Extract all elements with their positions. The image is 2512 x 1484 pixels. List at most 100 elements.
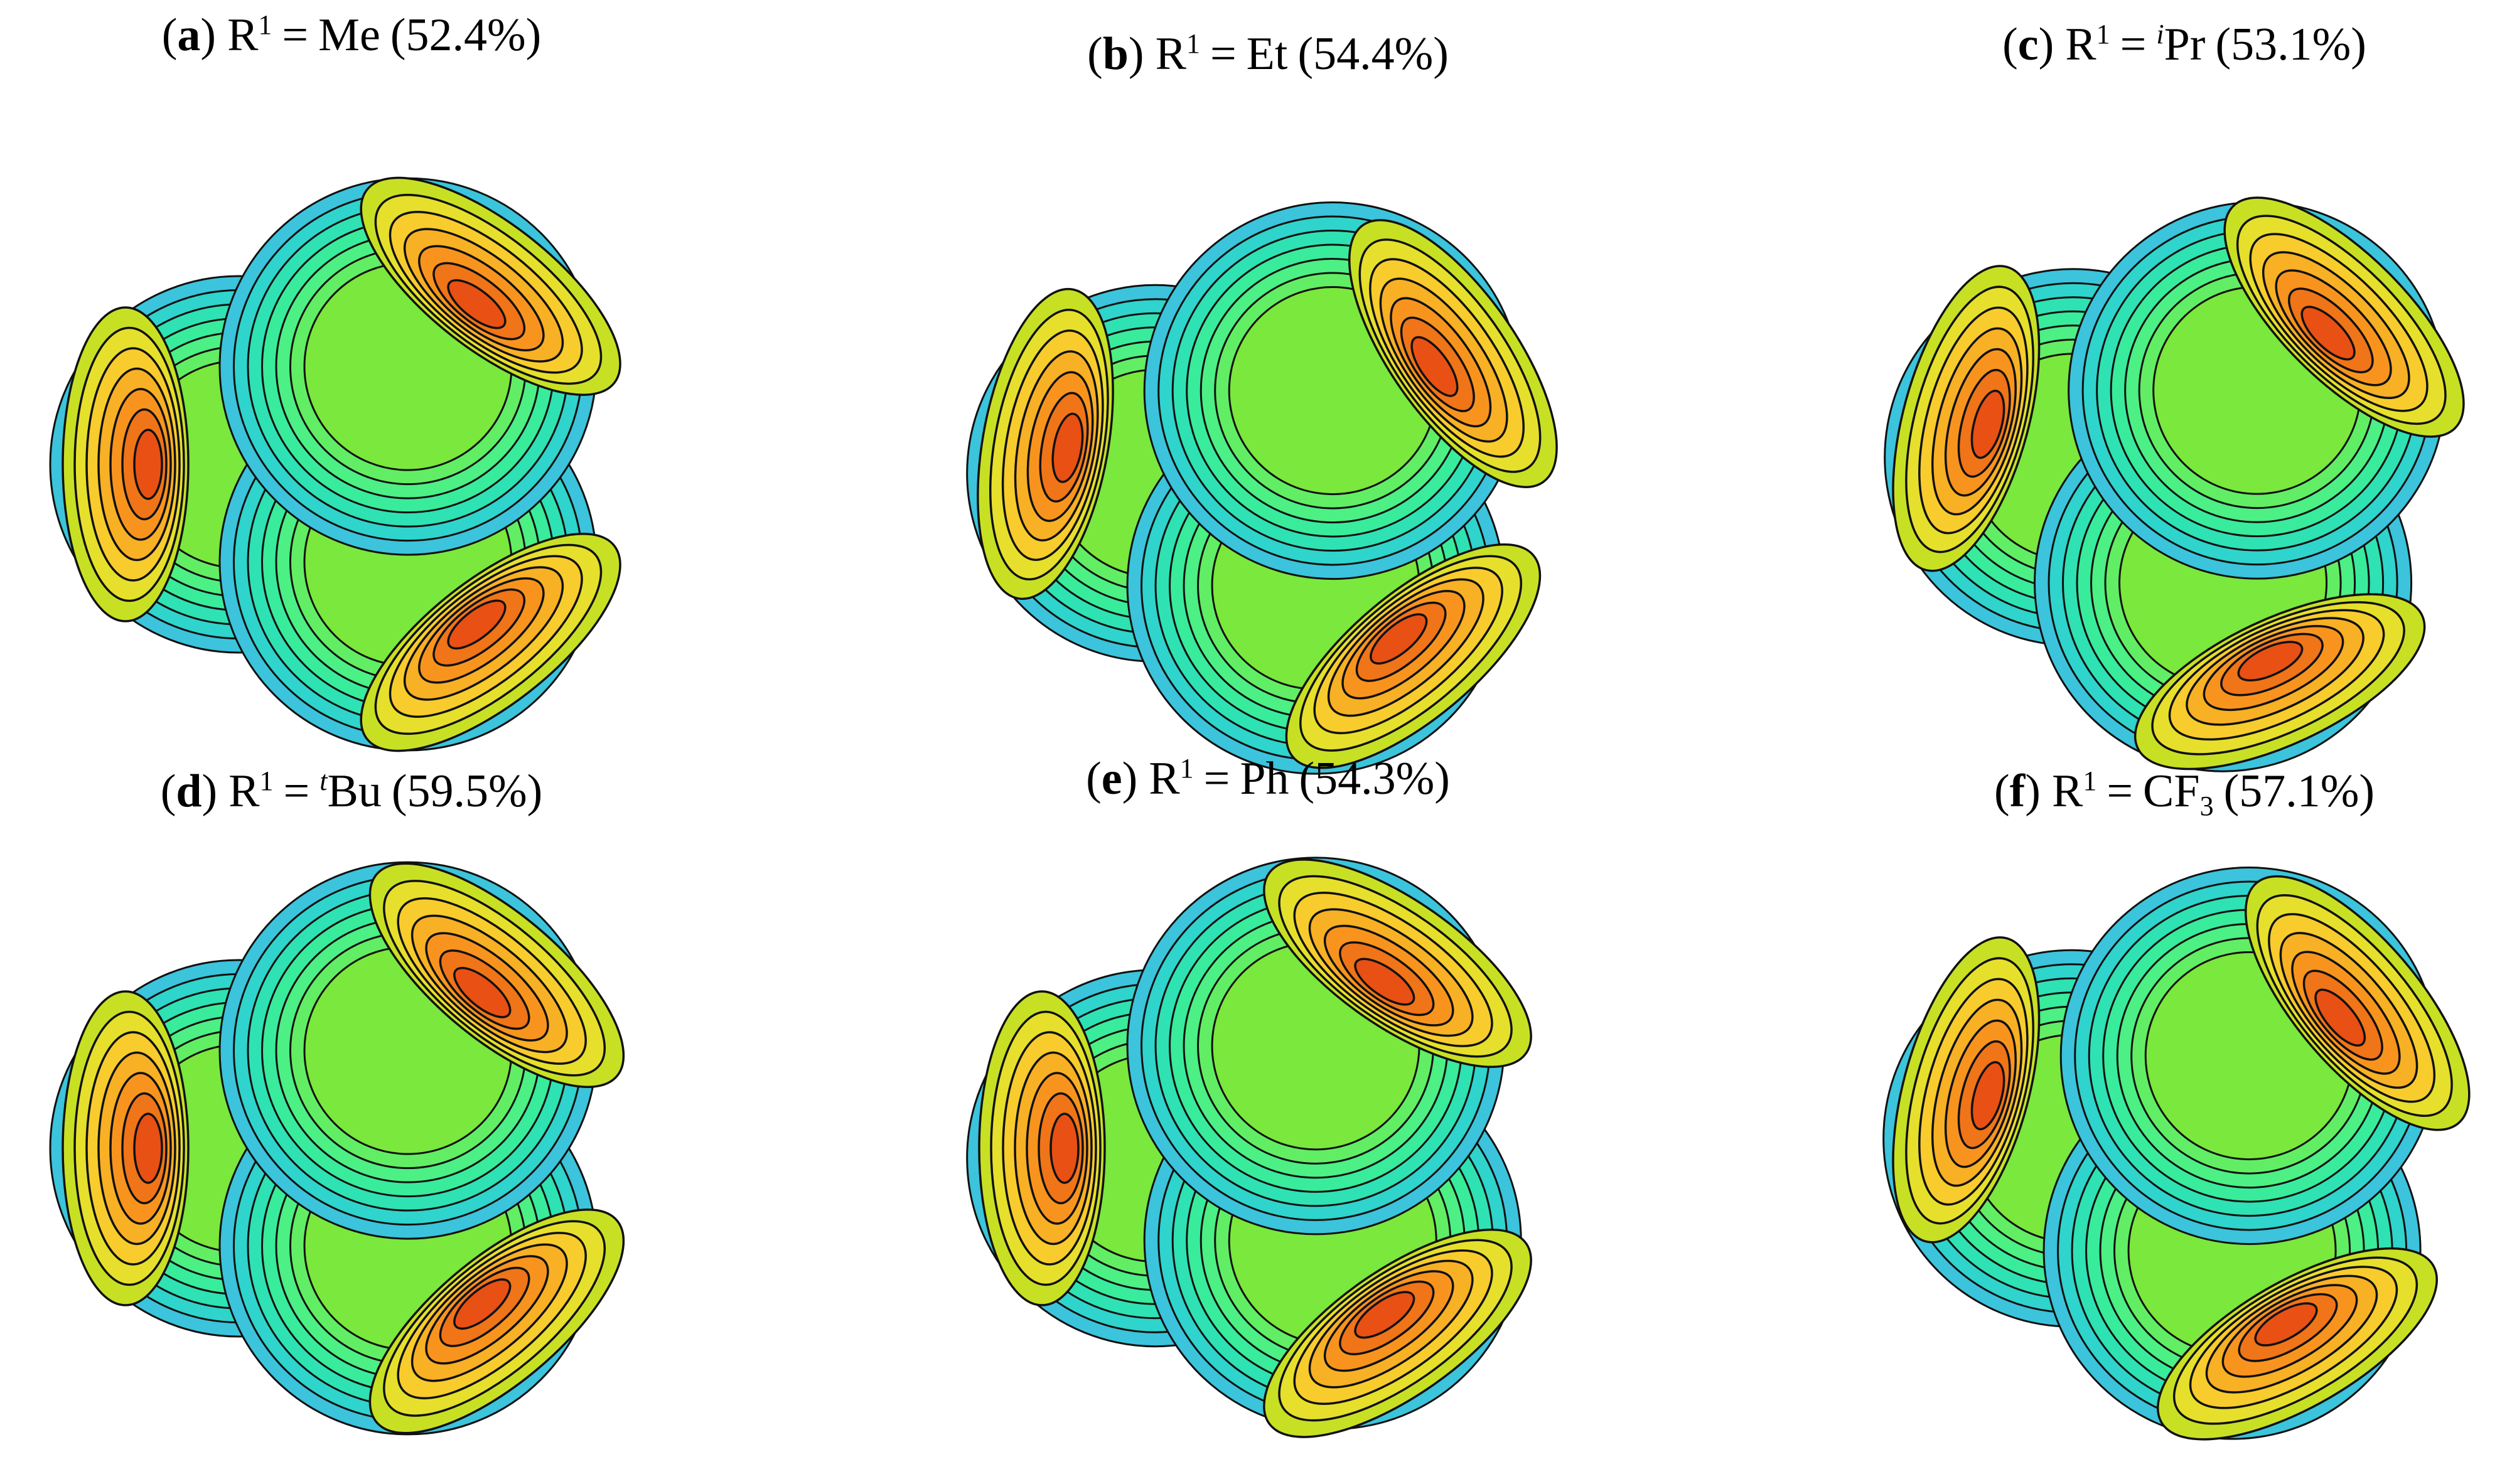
paren-open: (: [2002, 19, 2018, 70]
lobe-contour: [2237, 641, 2304, 682]
steric-lobe: [978, 990, 1106, 1306]
panel-title: (a) R1 = Me (52.4%): [162, 9, 542, 61]
r-group: R: [2065, 19, 2096, 70]
percent: (57.1%): [2224, 766, 2375, 817]
equals-sign: =: [1204, 753, 1230, 804]
substituent: Bu: [328, 766, 382, 817]
lobe-contour: [1049, 1113, 1080, 1184]
steric-lobe: [1263, 858, 1532, 1068]
lobe-contour: [133, 429, 163, 500]
paren-open: (: [161, 766, 176, 817]
r-group: R: [1156, 28, 1187, 80]
superscript: 1: [1180, 753, 1194, 784]
lobe-contour: [2314, 988, 2366, 1047]
paren-open: (: [1994, 766, 2010, 817]
equals-sign: =: [2107, 766, 2133, 817]
lobe-contour: [447, 279, 507, 329]
lobe-contour: [1354, 958, 1415, 1006]
steric-lobe: [1263, 1229, 1532, 1438]
steric-lobe: [2223, 196, 2465, 438]
percent: (52.4%): [390, 9, 541, 61]
steric-lobe: [2157, 1247, 2438, 1441]
steric-lobe: [360, 176, 621, 396]
equals-sign: =: [2120, 19, 2147, 70]
equals-sign: =: [282, 9, 308, 61]
steric-map: [1882, 867, 2471, 1441]
lobe-contour: [1970, 389, 2005, 459]
steric-lobe: [2245, 875, 2471, 1131]
superscript: 1: [2083, 766, 2096, 796]
steric-lobe: [62, 306, 190, 622]
panel-title: (e) R1 = Ph (54.3%): [1086, 753, 1450, 804]
steric-lobe: [1348, 219, 1558, 488]
steric-lobe: [62, 990, 190, 1306]
superscript: 1: [2096, 19, 2110, 50]
panel-letter: e: [1102, 753, 1122, 804]
r-group: R: [227, 9, 259, 61]
r-group: R: [1149, 753, 1180, 804]
steric-map: [1884, 196, 2465, 772]
lobe-contour: [1354, 1291, 1415, 1339]
r-group: R: [2052, 766, 2083, 817]
steric-map: [966, 201, 1558, 775]
steric-map: [966, 857, 1532, 1438]
substituent: Pr: [2164, 19, 2206, 70]
steric-lobe: [977, 287, 1114, 601]
paren-close: ): [2025, 766, 2041, 817]
equals-sign: =: [1210, 28, 1237, 80]
superscript: 1: [1186, 28, 1200, 59]
percent: (53.1%): [2215, 19, 2366, 70]
panel-letter: c: [2018, 19, 2039, 70]
panel-letter: f: [2010, 766, 2026, 817]
lobe-contour: [453, 1278, 512, 1330]
lobe-contour: [1051, 412, 1084, 483]
lobe-contour: [2300, 306, 2356, 361]
lobe-contour: [453, 966, 512, 1018]
substituent: Et: [1247, 28, 1288, 80]
lobe-contour: [2254, 1302, 2318, 1347]
panel-title: (b) R1 = Et (54.4%): [1087, 28, 1449, 80]
subscript: 3: [2200, 791, 2214, 821]
steric-lobe: [368, 1209, 625, 1434]
percent: (54.3%): [1299, 753, 1449, 804]
steric-map: [49, 176, 621, 752]
panel-letter: b: [1103, 28, 1129, 80]
paren-close: ): [2039, 19, 2054, 70]
panel-title: (d) R1 = tBu (59.5%): [161, 766, 543, 817]
steric-lobe: [368, 862, 625, 1088]
lobe-contour: [447, 599, 507, 650]
paren-open: (: [162, 9, 178, 61]
panel-letter: a: [177, 9, 200, 61]
steric-lobe: [360, 533, 621, 752]
equals-sign: =: [284, 766, 310, 817]
superscript: 1: [260, 766, 274, 796]
percent: (59.5%): [392, 766, 542, 817]
lobe-contour: [1970, 1060, 2005, 1131]
paren-close: ): [202, 766, 218, 817]
lobe-contour: [1410, 336, 1459, 397]
percent: (54.4%): [1297, 28, 1448, 80]
paren-close: ): [200, 9, 216, 61]
panel-title: (f) R1 = CF3 (57.1%): [1994, 766, 2375, 821]
superscript: 1: [258, 9, 272, 40]
substituent: CF: [2143, 766, 2200, 817]
substituent: Ph: [1240, 753, 1289, 804]
paren-open: (: [1087, 28, 1103, 80]
lobe-contour: [133, 1113, 163, 1184]
paren-close: ): [1129, 28, 1144, 80]
italic-prefix: i: [2156, 19, 2164, 50]
italic-prefix: t: [319, 766, 328, 796]
panel-letter: d: [176, 766, 201, 817]
r-group: R: [228, 766, 260, 817]
panel-title: (c) R1 = iPr (53.1%): [2002, 19, 2366, 70]
steric-lobe: [1892, 936, 2041, 1244]
paren-open: (: [1086, 753, 1102, 804]
steric-map: [49, 861, 625, 1436]
lobe-contour: [1370, 613, 1428, 665]
steric-lobe: [1285, 543, 1542, 769]
steric-lobe: [1892, 265, 2041, 572]
paren-close: ): [1122, 753, 1138, 804]
steric-lobe: [2134, 593, 2426, 771]
substituent: Me: [318, 9, 380, 61]
